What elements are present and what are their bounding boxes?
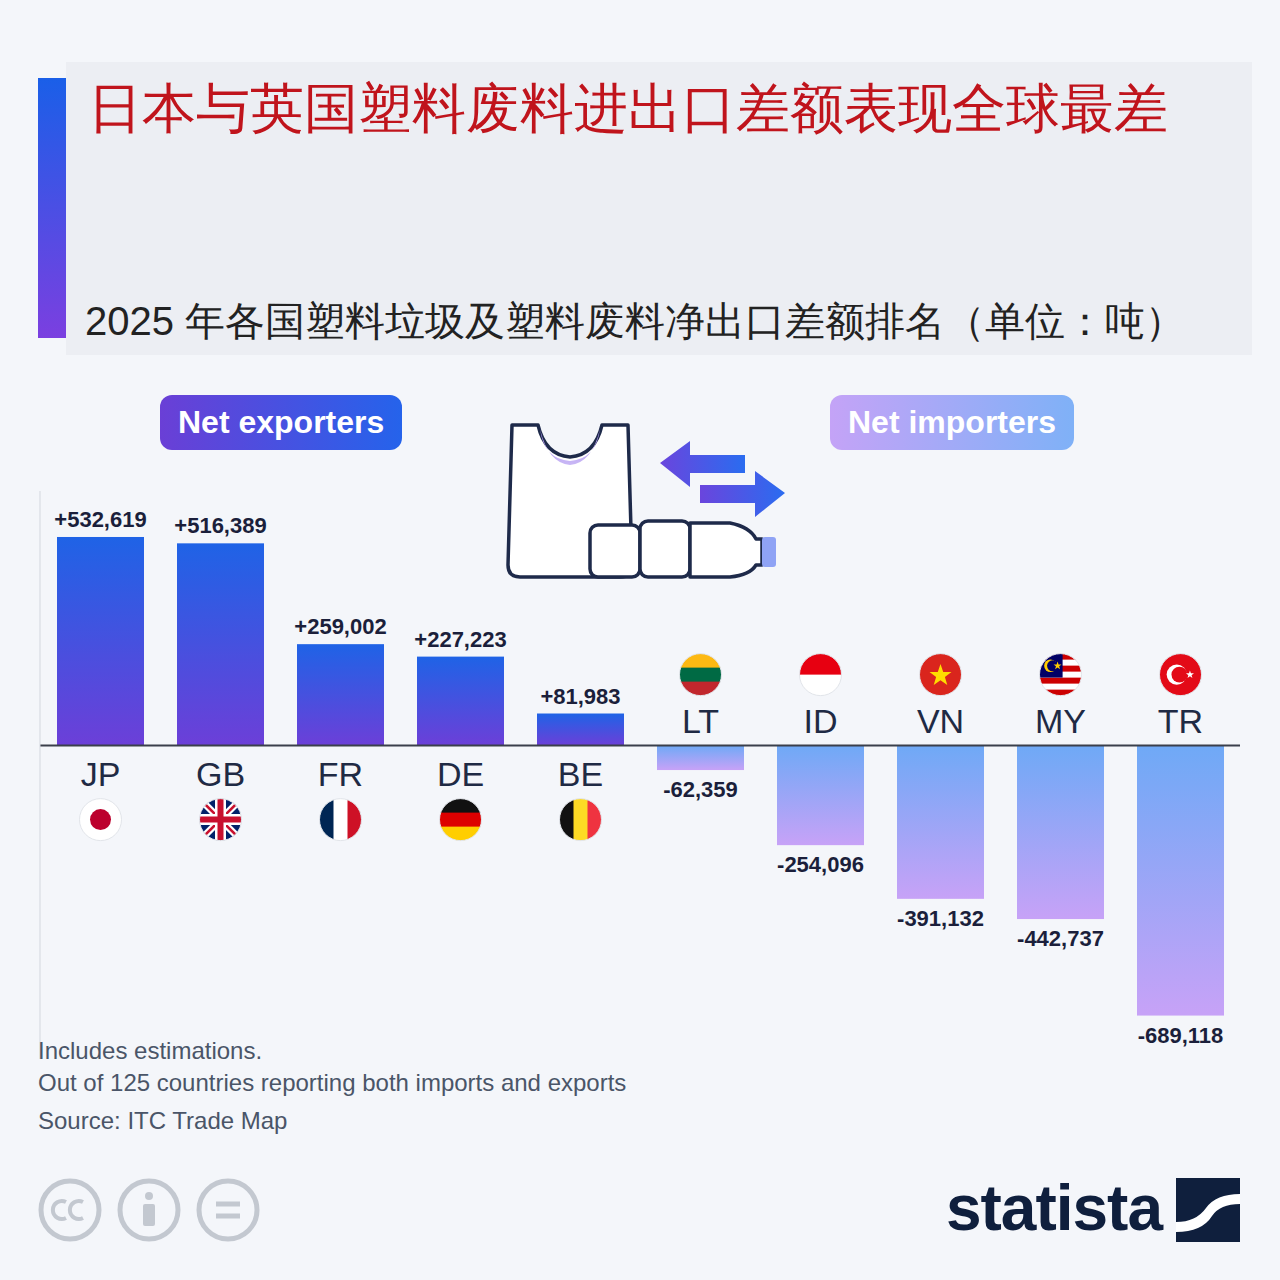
svg-text:BE: BE	[558, 755, 603, 793]
svg-text:+516,389: +516,389	[174, 513, 266, 538]
html-text:Includes estimations.: Includes estimations.	[38, 1037, 263, 1064]
html-text:Out of 125 countries reporting: Out of 125 countries reporting both impo…	[38, 1069, 627, 1096]
svg-text:+532,619: +532,619	[54, 507, 146, 532]
svg-text:-689,118: -689,118	[1138, 1023, 1224, 1048]
svg-text:-254,096: -254,096	[777, 852, 864, 877]
svg-text:+259,002: +259,002	[294, 614, 386, 639]
svg-text:-442,737: -442,737	[1017, 926, 1104, 951]
svg-text:VN: VN	[917, 702, 964, 740]
html-text:2025 年各国塑料垃圾及塑料废料净出口差额排名（单位：吨）: 2025 年各国塑料垃圾及塑料废料净出口差额排名（单位：吨）	[85, 299, 1186, 343]
svg-text:-62,359: -62,359	[663, 777, 738, 802]
html-text:Net importers: Net importers	[848, 404, 1056, 440]
svg-text:+227,223: +227,223	[414, 627, 506, 652]
svg-text:FR: FR	[318, 755, 363, 793]
svg-text:GB: GB	[196, 755, 245, 793]
svg-text:-391,132: -391,132	[897, 906, 984, 931]
svg-text:MY: MY	[1035, 702, 1086, 740]
svg-text:+81,983: +81,983	[540, 684, 620, 709]
svg-text:DE: DE	[437, 755, 484, 793]
svg-text:TR: TR	[1158, 702, 1203, 740]
html-text:Source: ITC Trade Map: Source: ITC Trade Map	[38, 1107, 288, 1134]
svg-text:ID: ID	[804, 702, 838, 740]
html-text:日本与英国塑料废料进出口差额表现全球最差: 日本与英国塑料废料进出口差额表现全球最差	[88, 78, 1168, 138]
html-text:Net exporters: Net exporters	[178, 404, 385, 440]
svg-text:LT: LT	[682, 702, 719, 740]
svg-text:JP: JP	[81, 755, 121, 793]
html-text:statista: statista	[945, 1172, 1162, 1244]
